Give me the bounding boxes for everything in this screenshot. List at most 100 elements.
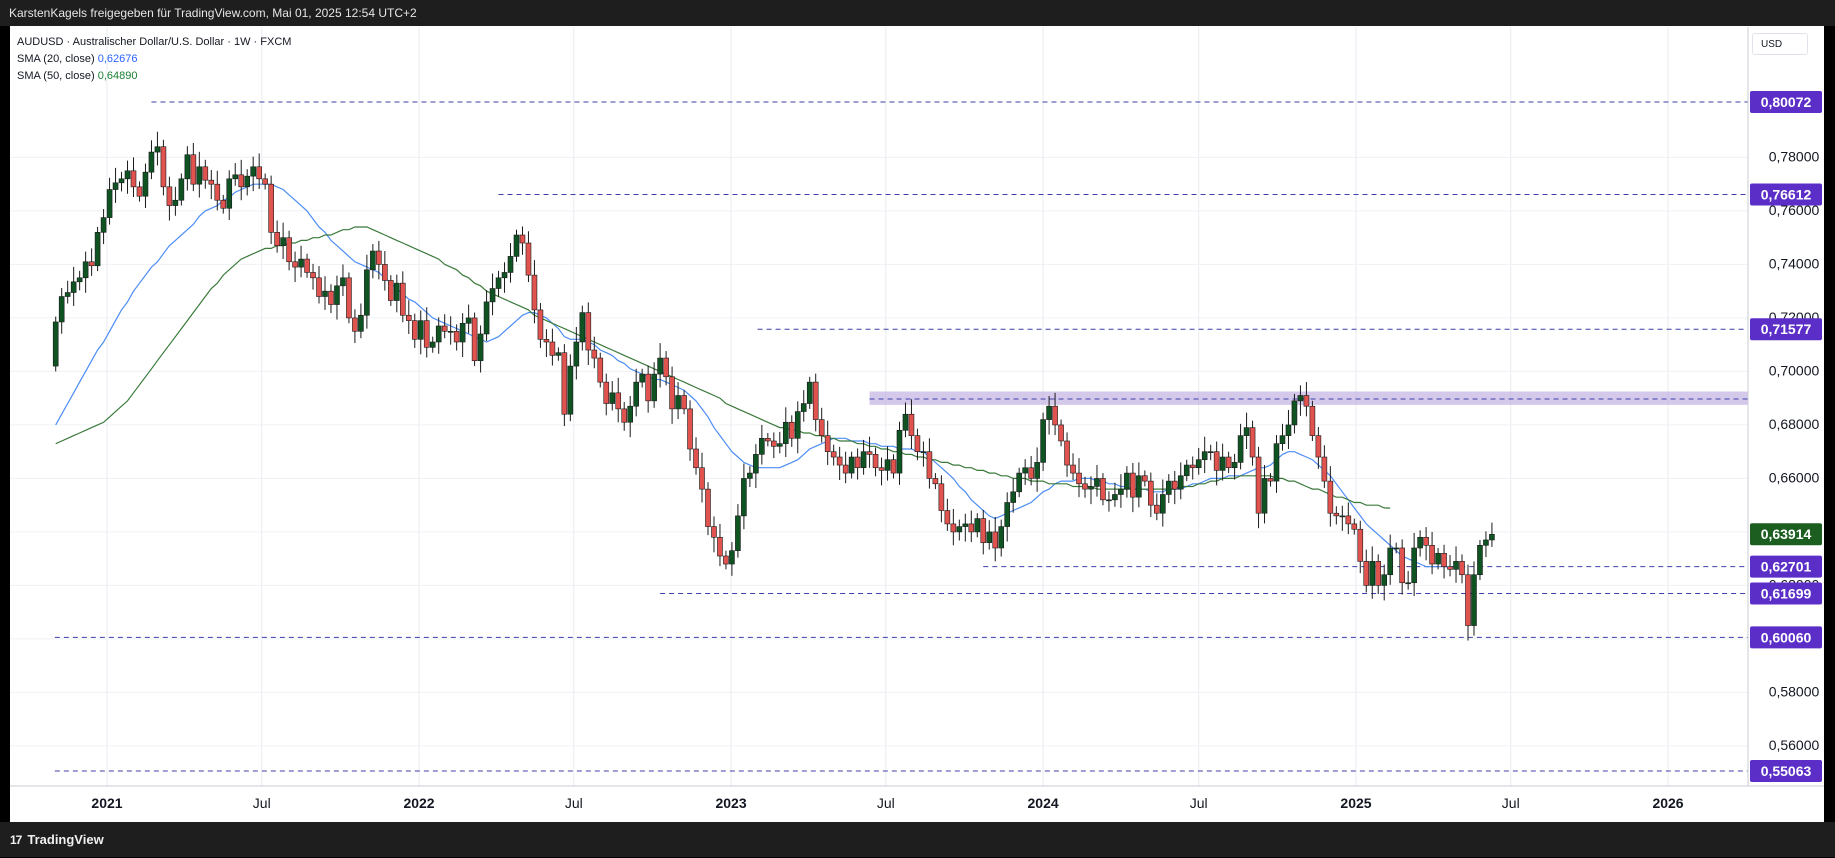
candle-body[interactable]: [663, 357, 669, 378]
candle-body[interactable]: [471, 317, 478, 362]
candle-body[interactable]: [519, 234, 526, 244]
candle-body[interactable]: [1177, 475, 1184, 490]
candle-body[interactable]: [1321, 456, 1328, 482]
candle-body[interactable]: [489, 288, 496, 303]
currency-button[interactable]: USD: [1752, 33, 1808, 55]
candle-body[interactable]: [1471, 574, 1477, 626]
candle-body[interactable]: [124, 170, 131, 180]
candle-body[interactable]: [1447, 566, 1453, 570]
candle-body[interactable]: [938, 483, 945, 511]
candle-body[interactable]: [717, 536, 723, 557]
candle-body[interactable]: [190, 154, 197, 185]
candle-body[interactable]: [543, 339, 550, 343]
candle-body[interactable]: [166, 186, 173, 206]
candle-body[interactable]: [1477, 545, 1483, 576]
candle-body[interactable]: [1429, 545, 1435, 565]
candle-body[interactable]: [866, 451, 873, 455]
candle-body[interactable]: [70, 281, 77, 293]
candle-body[interactable]: [992, 531, 999, 549]
candle-body[interactable]: [459, 322, 466, 343]
candle-body[interactable]: [118, 178, 125, 184]
candle-body[interactable]: [1231, 462, 1238, 469]
candle-body[interactable]: [477, 333, 484, 362]
candle-body[interactable]: [878, 467, 885, 471]
candle-body[interactable]: [441, 325, 448, 332]
candle-body[interactable]: [1261, 478, 1268, 514]
candle-body[interactable]: [1136, 475, 1142, 498]
candle-body[interactable]: [812, 381, 819, 420]
candle-body[interactable]: [729, 550, 735, 565]
candle-body[interactable]: [483, 301, 490, 335]
candle-body[interactable]: [908, 413, 915, 436]
candle-body[interactable]: [423, 320, 430, 348]
candle-body[interactable]: [1465, 574, 1471, 626]
candle-body[interactable]: [1357, 528, 1364, 562]
candle-body[interactable]: [854, 456, 861, 469]
candle-body[interactable]: [824, 435, 831, 452]
sma20-legend[interactable]: SMA (20, close) 0,62676: [17, 51, 291, 68]
candle-body[interactable]: [1201, 451, 1208, 461]
candle-body[interactable]: [1171, 480, 1178, 490]
candle-body[interactable]: [567, 365, 574, 415]
candle-body[interactable]: [705, 488, 711, 527]
candle-body[interactable]: [747, 472, 753, 479]
candle-body[interactable]: [1393, 547, 1399, 550]
candle-body[interactable]: [136, 186, 143, 197]
candle-body[interactable]: [639, 373, 645, 383]
candle-body[interactable]: [818, 419, 825, 436]
candle-body[interactable]: [52, 321, 59, 367]
candle-body[interactable]: [986, 531, 993, 543]
candle-body[interactable]: [435, 325, 442, 343]
candle-body[interactable]: [64, 292, 71, 297]
candle-body[interactable]: [1417, 536, 1423, 549]
candle-body[interactable]: [1243, 427, 1250, 436]
candle-body[interactable]: [561, 352, 568, 415]
candle-body[interactable]: [830, 451, 837, 458]
candle-body[interactable]: [1483, 539, 1489, 546]
candle-body[interactable]: [1106, 499, 1112, 502]
candle-body[interactable]: [609, 392, 616, 404]
candle-body[interactable]: [370, 250, 376, 271]
candle-body[interactable]: [394, 282, 400, 301]
candle-body[interactable]: [196, 166, 203, 185]
candle-body[interactable]: [88, 261, 95, 267]
candle-body[interactable]: [495, 277, 502, 289]
candle-body[interactable]: [956, 526, 963, 533]
candle-body[interactable]: [531, 274, 538, 311]
candle-body[interactable]: [1273, 443, 1280, 482]
candle-body[interactable]: [130, 170, 137, 188]
candle-body[interactable]: [399, 282, 406, 316]
candle-body[interactable]: [382, 264, 388, 281]
candle-body[interactable]: [573, 341, 580, 367]
candle-body[interactable]: [1154, 504, 1160, 514]
candle-body[interactable]: [1213, 451, 1220, 471]
candle-body[interactable]: [214, 183, 221, 201]
candle-body[interactable]: [1249, 427, 1256, 458]
candle-body[interactable]: [1094, 478, 1100, 487]
candle-body[interactable]: [693, 448, 699, 469]
candle-body[interactable]: [1207, 451, 1214, 453]
candle-body[interactable]: [1034, 462, 1040, 479]
candle-body[interactable]: [872, 454, 879, 469]
candle-body[interactable]: [711, 526, 717, 538]
candle-body[interactable]: [944, 510, 951, 525]
candle-body[interactable]: [334, 285, 340, 305]
candle-body[interactable]: [388, 280, 394, 301]
candle-body[interactable]: [256, 166, 262, 180]
candle-body[interactable]: [465, 317, 472, 324]
candle-body[interactable]: [1082, 483, 1088, 490]
candle-body[interactable]: [58, 296, 65, 323]
candle-body[interactable]: [896, 429, 903, 474]
candle-body[interactable]: [777, 443, 783, 447]
candle-body[interactable]: [1309, 405, 1316, 436]
candle-body[interactable]: [304, 258, 310, 273]
candle-body[interactable]: [244, 175, 251, 188]
candle-body[interactable]: [1387, 547, 1393, 576]
candle-body[interactable]: [346, 277, 352, 319]
candle-body[interactable]: [579, 312, 586, 343]
candle-body[interactable]: [884, 459, 891, 471]
candle-body[interactable]: [645, 373, 651, 402]
candle-body[interactable]: [1363, 561, 1370, 586]
candle-body[interactable]: [94, 232, 101, 267]
